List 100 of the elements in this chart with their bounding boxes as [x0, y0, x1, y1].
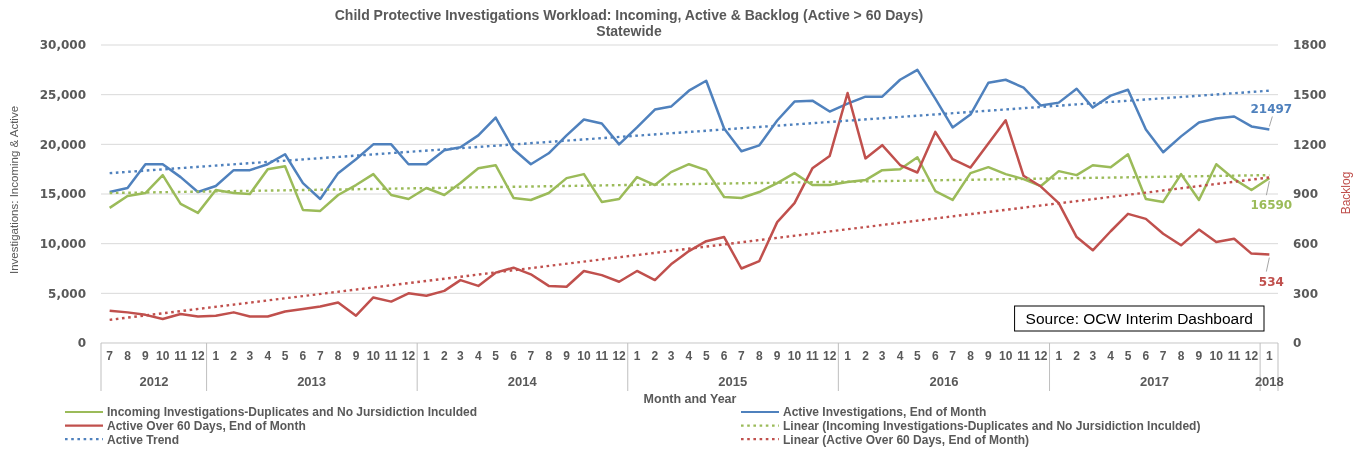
x-tick-label: 6: [931, 349, 939, 363]
x-tick-label: 12: [1244, 349, 1259, 363]
x-tick-label: 11: [806, 349, 820, 363]
x-tick-label: 10: [366, 349, 381, 363]
x-tick-label: 8: [1177, 349, 1185, 363]
y-tick-label: 5,000: [48, 286, 86, 301]
x-tick-label: 3: [878, 349, 886, 363]
x-tick-label: 11: [1227, 349, 1241, 363]
y2-tick-label: 900: [1293, 187, 1319, 202]
data-label: 21497: [1250, 102, 1293, 117]
x2-tick-label: 2018: [1254, 374, 1284, 389]
y-tick-label: 30,000: [39, 38, 86, 53]
x-tick-label: 9: [773, 349, 781, 363]
x-tick-label: 6: [1142, 349, 1150, 363]
data-label: 534: [1258, 274, 1284, 289]
x-tick-label: 2: [651, 349, 659, 363]
x-tick-label: 1: [1266, 349, 1273, 363]
x-tick-label: 5: [1124, 349, 1132, 363]
x-tick-label: 8: [334, 349, 342, 363]
x-tick-label: 12: [401, 349, 416, 363]
x-axis-title: Month and Year: [643, 392, 737, 406]
legend-label: Active Over 60 Days, End of Month: [107, 418, 306, 433]
x-tick-label: 3: [667, 349, 675, 363]
data-label: 16590: [1250, 198, 1293, 213]
x-tick-label: 2: [1073, 349, 1081, 363]
x-tick-label: 9: [563, 349, 571, 363]
y-tick-label: 25,000: [39, 87, 86, 102]
x-tick-label: 5: [702, 349, 710, 363]
annotation: Source: OCW Interim Dashboard: [1025, 310, 1253, 327]
x-tick-label: 1: [212, 349, 220, 363]
x-tick-label: 11: [595, 349, 609, 363]
x2-tick-label: 2015: [718, 374, 748, 389]
legend-label: Incoming Investigations-Duplicates and No Jursidiction Inculded: [107, 405, 478, 420]
x-tick-label: 7: [1159, 349, 1167, 363]
x-tick-label: 2: [862, 349, 870, 363]
x-tick-label: 7: [738, 349, 746, 363]
x-tick-label: 2: [230, 349, 238, 363]
x-tick-label: 6: [299, 349, 307, 363]
x-tick-label: 10: [998, 349, 1013, 363]
x2-tick-label: 2016: [929, 374, 959, 389]
x-tick-label: 9: [1195, 349, 1203, 363]
x2-tick-label: 2012: [139, 374, 169, 389]
x-tick-label: 1: [844, 349, 852, 363]
y-axis-title: Investigations: Incoming & Active: [8, 105, 21, 275]
x-tick-label: 3: [246, 349, 254, 363]
y2-tick-label: 600: [1293, 236, 1319, 251]
x-tick-label: 8: [124, 349, 132, 363]
x-tick-label: 10: [577, 349, 591, 363]
x-tick-label: 7: [527, 349, 535, 363]
x-tick-label: 1: [423, 349, 431, 363]
x-tick-label: 7: [316, 349, 324, 363]
x-tick-label: 8: [545, 349, 553, 363]
y-tick-label: 10,000: [39, 236, 86, 251]
x-tick-label: 4: [685, 349, 693, 363]
y2-axis-title: Backlog: [1339, 171, 1354, 215]
x-tick-label: 9: [142, 349, 150, 363]
y2-tick-label: 300: [1293, 286, 1319, 301]
x-tick-label: 7: [949, 349, 957, 363]
y2-tick-label: 1800: [1293, 38, 1327, 53]
x-tick-label: 4: [474, 349, 482, 363]
x-tick-label: 11: [384, 349, 398, 363]
x-tick-label: 12: [1034, 349, 1048, 363]
y-tick-label: 15,000: [39, 187, 86, 202]
x-tick-label: 11: [174, 349, 188, 363]
x-tick-label: 3: [1089, 349, 1097, 363]
chart-title: Child Protective Investigations Workload: Incoming, Active & Backlog (Active > 60 Days): [334, 7, 924, 23]
x-tick-label: 1: [1055, 349, 1063, 363]
chart-subtitle: Statewide: [596, 23, 662, 39]
x-tick-label: 1: [633, 349, 641, 363]
y2-tick-label: 1200: [1293, 137, 1327, 152]
x-tick-label: 12: [191, 349, 205, 363]
x-tick-label: 3: [457, 349, 465, 363]
x-tick-label: 11: [1017, 349, 1031, 363]
x-tick-label: 5: [914, 349, 922, 363]
x-tick-label: 9: [352, 349, 360, 363]
x-tick-label: 10: [1209, 349, 1224, 363]
x2-tick-label: 2014: [507, 374, 538, 389]
x-tick-label: 6: [510, 349, 518, 363]
legend-label: Active Investigations, End of Month: [783, 405, 987, 420]
y-tick-label: 20,000: [39, 137, 86, 152]
x-tick-label: 10: [787, 349, 802, 363]
x-tick-label: 12: [823, 349, 837, 363]
x-tick-label: 2: [440, 349, 448, 363]
x-tick-label: 9: [985, 349, 993, 363]
legend-label: Linear (Active Over 60 Days, End of Month): [783, 432, 1030, 447]
x-tick-label: 6: [720, 349, 728, 363]
legend-label: Linear (Incoming Investigations-Duplicates and No Jursidiction Inculded): [783, 418, 1201, 433]
x-tick-label: 5: [492, 349, 500, 363]
x-tick-label: 7: [106, 349, 114, 363]
x-tick-label: 8: [967, 349, 975, 363]
x2-tick-label: 2013: [297, 374, 327, 389]
x-tick-label: 12: [612, 349, 627, 363]
legend-label: Active Trend: [107, 432, 180, 447]
y2-tick-label: 1500: [1293, 87, 1327, 102]
x-tick-label: 5: [281, 349, 289, 363]
x-tick-label: 8: [755, 349, 763, 363]
y-tick-label: 0: [77, 336, 86, 351]
x-tick-label: 4: [264, 349, 272, 363]
x-tick-label: 10: [156, 349, 170, 363]
x2-tick-label: 2017: [1140, 374, 1169, 389]
